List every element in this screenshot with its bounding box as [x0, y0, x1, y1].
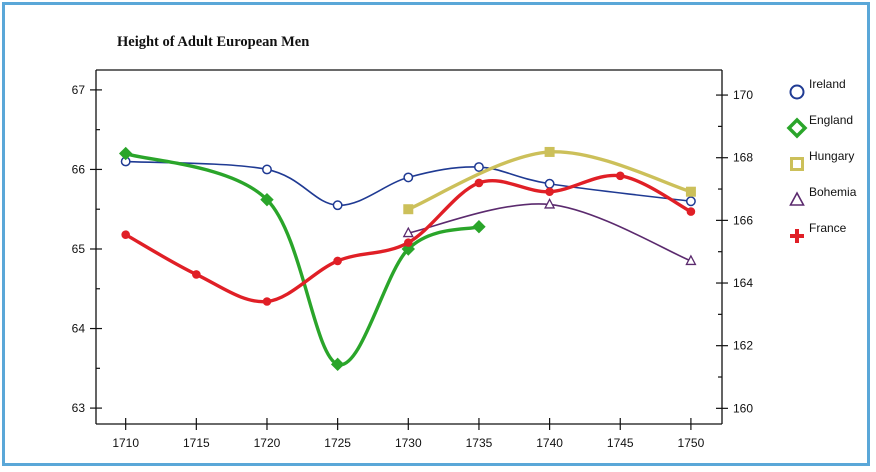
legend-marker-bohemia — [789, 191, 805, 206]
legend-label-england: England — [809, 113, 853, 127]
y-tick-label: 65 — [72, 242, 86, 256]
series-line-bohemia — [407, 203, 692, 262]
y-tick-label: 67 — [72, 83, 86, 97]
data-point-england — [330, 357, 345, 372]
data-point-bohemia — [402, 226, 414, 238]
data-point-hungary — [685, 186, 696, 197]
data-point-france — [262, 297, 272, 306]
x-tick-label: 1740 — [536, 436, 563, 450]
data-point-hungary — [403, 204, 414, 215]
data-point-france — [121, 230, 130, 239]
data-point-bohemia — [544, 198, 556, 209]
chart-title: Height of Adult European Men — [117, 34, 309, 50]
y2-tick-label: 166 — [733, 213, 753, 227]
x-tick-label: 1725 — [324, 436, 351, 450]
x-tick-label: 1735 — [466, 436, 493, 450]
data-point-hungary — [544, 146, 555, 157]
data-point-ireland — [544, 178, 555, 189]
data-point-england — [472, 220, 486, 234]
x-tick-label: 1750 — [678, 436, 705, 450]
x-tick-label: 1745 — [607, 436, 634, 450]
y-tick-label: 66 — [72, 162, 86, 176]
data-point-ireland — [685, 196, 696, 207]
x-tick-label: 1730 — [395, 436, 422, 450]
y2-tick-label: 162 — [733, 339, 753, 353]
y2-tick-label: 168 — [733, 151, 753, 165]
y2-tick-label: 170 — [733, 88, 753, 102]
data-point-ireland — [332, 200, 343, 211]
data-point-england — [118, 146, 133, 161]
data-point-ireland — [403, 172, 414, 183]
series-line-england — [123, 151, 481, 367]
y2-tick-label: 164 — [733, 276, 753, 290]
data-point-france — [403, 238, 413, 247]
data-point-france — [474, 178, 484, 188]
data-point-england — [260, 192, 274, 207]
x-tick-label: 1715 — [183, 436, 210, 450]
x-tick-label: 1720 — [254, 436, 281, 450]
legend-marker-hungary — [790, 157, 804, 171]
y2-tick-label: 160 — [733, 401, 753, 415]
data-point-france — [192, 270, 201, 279]
data-point-ireland — [473, 162, 484, 173]
data-point-ireland — [262, 164, 272, 175]
data-point-france — [333, 256, 342, 266]
data-point-france — [545, 187, 554, 197]
y-tick-label: 63 — [72, 401, 86, 415]
data-point-france — [615, 171, 625, 181]
legend-marker-ireland — [789, 84, 805, 100]
x-tick-label: 1710 — [112, 436, 139, 450]
legend-label-ireland: Ireland — [809, 77, 846, 91]
data-point-bohemia — [685, 254, 697, 266]
data-point-france — [686, 207, 696, 216]
legend-label-france: France — [809, 221, 847, 235]
series-line-ireland — [124, 160, 692, 207]
legend-label-hungary: Hungary — [809, 149, 854, 163]
y-tick-label: 64 — [72, 322, 86, 336]
legend-label-bohemia: Bohemia — [809, 185, 857, 199]
legend-marker-england — [786, 117, 808, 139]
